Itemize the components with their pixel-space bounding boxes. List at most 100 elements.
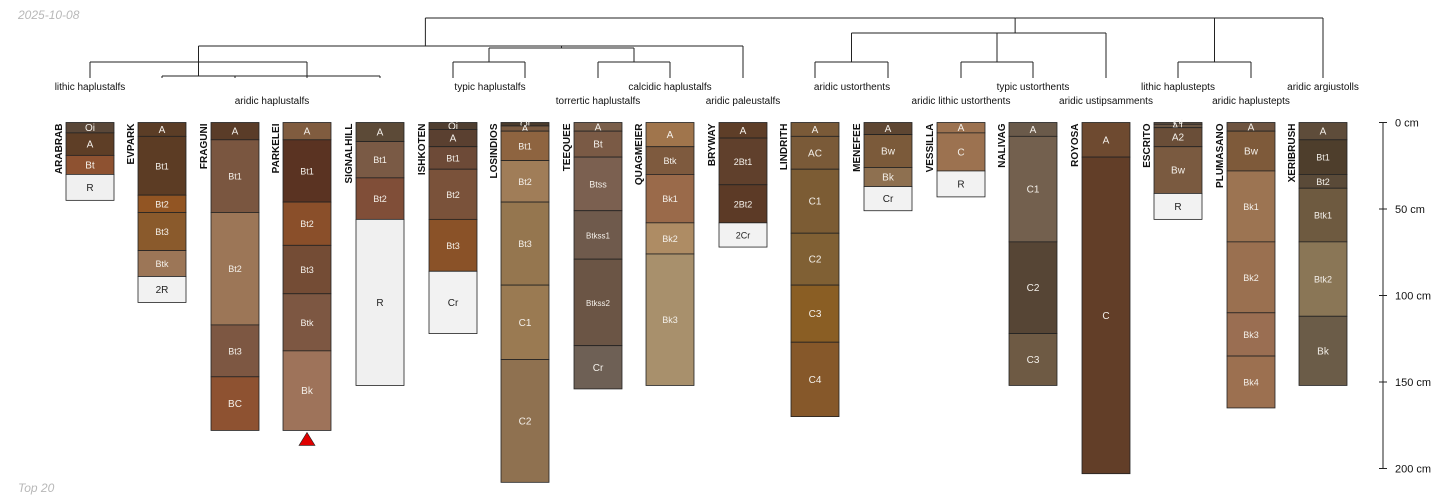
horizon-label: A2 [1172, 133, 1185, 144]
horizon-label: Bt3 [155, 227, 169, 237]
horizon-label: R [957, 179, 964, 190]
taxon-label: aridic lithic ustorthents [912, 96, 1011, 107]
profile-name: QUAGMEIER [634, 123, 645, 185]
footer-label: Top 20 [18, 481, 55, 495]
horizon-label: Bk1 [662, 194, 678, 204]
horizon-label: A [87, 140, 94, 151]
taxon-label: lithic haplustalfs [55, 82, 126, 93]
horizon-label: Btss [589, 179, 607, 189]
profile-name: VESSILLA [925, 124, 936, 173]
horizon-label: Oi [85, 123, 95, 134]
horizon-quagmeier-bk2 [645, 222, 695, 255]
horizon-label: R [86, 183, 93, 194]
profile-plumasano: A Bw Bk1 Bk2 Bk3 Bk4 PLUMASANO [1215, 122, 1276, 409]
profile-name: LOSINDIOS [489, 123, 500, 178]
horizon-fraguni-bc [210, 376, 260, 431]
horizon-parkelei-bt2 [282, 201, 332, 246]
horizon-label: Bt3 [300, 265, 314, 275]
horizon-label: C1 [519, 318, 532, 329]
depth-tick-label: 0 cm [1395, 118, 1419, 130]
horizon-label: Bt3 [446, 241, 460, 251]
profile-name: XERIBRUSH [1287, 124, 1298, 183]
horizon-label: Bt3 [228, 346, 242, 356]
profile-ishkoten: Oi A Bt1 Bt2 Bt3 Cr ISHKOTEN [417, 121, 478, 334]
horizon-label: A [1030, 125, 1037, 136]
horizon-label: Btkss2 [586, 299, 611, 308]
horizon-parkelei-bk [282, 350, 332, 431]
horizon-signalhill-r [355, 218, 405, 386]
horizon-label: Oi [448, 121, 458, 132]
truncation-marker [298, 431, 316, 446]
horizon-label: 2Bt2 [734, 199, 753, 209]
horizon-label: Bk2 [662, 234, 678, 244]
dendrogram [89, 17, 1324, 78]
profile-xeribrush: A Bt1 Bt2 Btk1 Btk2 Bk XERIBRUSH [1287, 122, 1348, 386]
horizon-bryway-2bt2 [718, 184, 768, 224]
horizon-label: A1 [1172, 121, 1185, 132]
horizon-label: A [1103, 135, 1110, 146]
horizon-label: Bt2 [518, 177, 532, 187]
horizon-evpark-bt1 [137, 135, 187, 196]
taxon-label: torrertic haplustalfs [556, 96, 640, 107]
profile-teequee: A Bt Btss Btkss1 Btkss2 Cr TEEQUEE [562, 122, 623, 390]
horizon-fraguni-bt1 [210, 139, 260, 213]
horizon-label: Bw [1171, 166, 1186, 177]
horizon-label: R [1174, 202, 1181, 213]
horizon-label: C [1102, 311, 1109, 322]
horizon-label: Bt [593, 140, 603, 151]
horizon-label: Bw [881, 147, 896, 158]
profile-lindrith: A AC C1 C2 C3 C4 LINDRITH [779, 122, 840, 417]
horizon-nalivag-c1 [1008, 135, 1058, 243]
profile-bryway: A 2Bt1 2Bt2 2Cr BRYWAY [707, 122, 768, 248]
horizon-escrito-r [1153, 193, 1203, 220]
horizon-label: Bt2 [228, 264, 242, 274]
profile-name: SIGNALHILL [344, 124, 355, 184]
horizon-lindrith-ac [790, 135, 840, 170]
horizon-label: Bk [882, 172, 895, 183]
horizon-menefee-bw [863, 134, 913, 168]
profile-name: FRAGUNI [199, 123, 210, 169]
profile-name: PARKELEI [271, 123, 282, 173]
date-stamp: 2025-10-08 [18, 8, 80, 22]
horizon-losindios-bt3 [500, 201, 550, 286]
horizon-label: A [958, 123, 965, 134]
depth-tick-label: 200 cm [1395, 464, 1431, 476]
horizon-label: Bt2 [446, 190, 460, 200]
taxon-label: aridic ustipsamments [1059, 96, 1153, 107]
profile-nalivag: A C1 C2 C3 NALIVAG [997, 122, 1058, 386]
profile-name: TEEQUEE [562, 123, 573, 171]
horizon-label: Bk [1317, 346, 1330, 357]
horizon-label: A [232, 127, 239, 138]
horizon-label: A [1248, 122, 1255, 133]
taxon-label: aridic argiustolls [1287, 82, 1359, 93]
profile-name: ROYOSA [1070, 124, 1081, 167]
horizon-label: Bt1 [1316, 153, 1330, 163]
horizon-label: A [1320, 127, 1327, 138]
profile-name: BRYWAY [707, 123, 718, 166]
horizon-label: Bw [1244, 147, 1259, 158]
profile-fraguni: A Bt1 Bt2 Bt3 BC FRAGUNI [199, 122, 260, 431]
horizon-ishkoten-cr [428, 270, 478, 334]
horizon-label: Cr [883, 194, 894, 205]
horizon-label: Bt2 [373, 194, 387, 204]
horizon-evpark-bt3 [137, 212, 187, 251]
horizon-arabrab-r [65, 173, 115, 201]
horizon-label: Bk [301, 386, 314, 397]
profile-name: LINDRITH [779, 124, 790, 171]
horizon-label: A [377, 128, 384, 139]
horizon-label: C2 [809, 255, 822, 266]
horizon-label: Bt2 [155, 199, 169, 209]
horizon-ishkoten-bt3 [428, 218, 478, 272]
profile-name: PLUMASANO [1215, 123, 1226, 188]
horizon-vessilla-c [936, 132, 986, 172]
horizon-label: Oi [520, 120, 530, 131]
horizon-lindrith-c4 [790, 341, 840, 417]
horizon-label: A [667, 130, 674, 141]
horizon-label: Bt1 [228, 172, 242, 182]
taxon-label: aridic paleustalfs [706, 96, 780, 107]
horizon-ishkoten-bt2 [428, 168, 478, 220]
horizon-label: Bt2 [1316, 177, 1330, 187]
horizon-label: Cr [593, 363, 604, 374]
horizon-label: Bt1 [155, 161, 169, 171]
